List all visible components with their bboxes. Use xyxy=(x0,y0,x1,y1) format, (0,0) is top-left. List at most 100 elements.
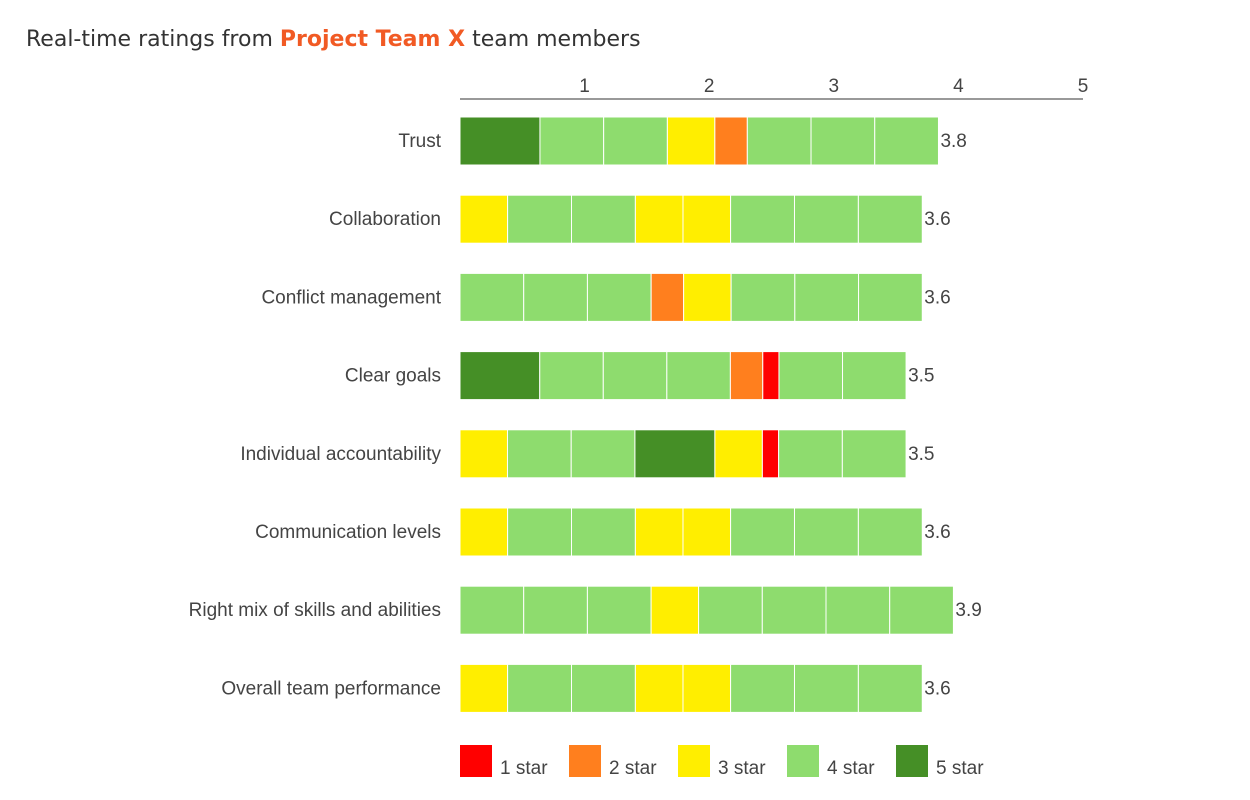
bar-segment-3-star xyxy=(459,429,508,479)
bar-segment-4-star xyxy=(825,585,891,635)
bar-segment-5-star xyxy=(459,116,541,166)
category-label: Right mix of skills and abilities xyxy=(189,600,441,621)
bar-segment-4-star xyxy=(793,194,859,244)
bar-segment-3-star xyxy=(666,116,716,166)
legend-label: 4 star xyxy=(827,758,875,779)
category-label: Individual accountability xyxy=(240,444,441,465)
legend-swatch-3-star xyxy=(678,745,710,777)
bar-segment-3-star xyxy=(683,272,732,322)
bar-segment-4-star xyxy=(842,351,907,401)
bar-segment-4-star xyxy=(523,585,588,635)
bar-segment-4-star xyxy=(570,429,636,479)
x-tick-label: 4 xyxy=(953,76,964,97)
bar-segment-2-star xyxy=(714,116,748,166)
bar-segment-2-star xyxy=(650,272,685,322)
title-suffix: team members xyxy=(472,27,641,52)
bar-segment-4-star xyxy=(730,272,796,322)
bar-segment-4-star xyxy=(507,194,572,244)
legend-label: 2 star xyxy=(609,758,657,779)
bar-segment-4-star xyxy=(746,116,812,166)
bar-segment-4-star xyxy=(666,351,731,401)
category-label: Conflict management xyxy=(261,287,441,308)
title-prefix: Real-time ratings from xyxy=(26,27,273,52)
bar-segment-5-star xyxy=(634,429,716,479)
bar-segment-4-star xyxy=(539,351,604,401)
bar-segment-3-star xyxy=(682,194,732,244)
bar-segment-3-star xyxy=(650,585,700,635)
x-tick-label: 3 xyxy=(829,76,840,97)
bar-segment-4-star xyxy=(602,351,668,401)
bar-segment-3-star xyxy=(634,663,684,713)
score-label: 3.6 xyxy=(924,209,950,230)
bar-segment-4-star xyxy=(730,663,795,713)
bar-segment-4-star xyxy=(586,272,652,322)
legend-label: 5 star xyxy=(936,758,984,779)
bar-segment-3-star xyxy=(459,194,509,244)
bar-segment-4-star xyxy=(778,351,844,401)
bar-segment-3-star xyxy=(634,194,684,244)
bar-segment-4-star xyxy=(761,585,827,635)
bar-segment-1-star xyxy=(761,429,780,479)
title-team-name: Project Team X xyxy=(279,27,466,52)
bar-segment-4-star xyxy=(459,272,525,322)
bar-segment-3-star xyxy=(682,507,732,557)
bar-segment-5-star xyxy=(459,351,541,401)
score-label: 3.9 xyxy=(955,600,981,621)
bar-segment-4-star xyxy=(874,116,939,166)
bar-segment-3-star xyxy=(682,663,732,713)
category-label: Communication levels xyxy=(255,522,441,543)
score-label: 3.6 xyxy=(924,287,950,308)
score-label: 3.5 xyxy=(908,366,934,387)
legend-swatch-1-star xyxy=(460,745,492,777)
bar-segment-4-star xyxy=(507,663,572,713)
bar-segment-4-star xyxy=(889,585,954,635)
legend-swatch-2-star xyxy=(569,745,601,777)
bar-segment-4-star xyxy=(857,194,923,244)
score-label: 3.8 xyxy=(940,131,966,152)
bar-segment-4-star xyxy=(539,116,605,166)
bar-segment-4-star xyxy=(857,507,923,557)
bar-segment-4-star xyxy=(793,663,859,713)
bar-segment-4-star xyxy=(794,272,860,322)
bar-segment-4-star xyxy=(778,429,843,479)
bar-segment-3-star xyxy=(634,507,684,557)
legend-label: 1 star xyxy=(500,758,548,779)
bar-segment-4-star xyxy=(698,585,763,635)
bar-segment-4-star xyxy=(603,116,668,166)
bar-segment-4-star xyxy=(810,116,876,166)
x-tick-label: 1 xyxy=(579,76,590,97)
category-label: Trust xyxy=(398,131,441,152)
bar-segment-1-star xyxy=(762,351,780,401)
bar-segment-3-star xyxy=(459,507,509,557)
bar-segment-4-star xyxy=(586,585,652,635)
bar-segment-4-star xyxy=(793,507,859,557)
legend-label: 3 star xyxy=(718,758,766,779)
bar-segment-4-star xyxy=(570,507,636,557)
bar-segment-4-star xyxy=(506,429,572,479)
bar-segment-3-star xyxy=(459,663,509,713)
score-label: 3.5 xyxy=(908,444,934,465)
category-label: Overall team performance xyxy=(221,678,441,699)
bar-segment-4-star xyxy=(459,585,525,635)
x-tick-label: 5 xyxy=(1078,76,1089,97)
bar-segment-4-star xyxy=(507,507,572,557)
bar-segment-4-star xyxy=(730,507,795,557)
score-label: 3.6 xyxy=(924,678,950,699)
bar-segment-4-star xyxy=(570,663,636,713)
chart-title: Real-time ratings from Project Team X te… xyxy=(26,27,641,52)
x-tick-label: 2 xyxy=(704,76,715,97)
bar-segment-4-star xyxy=(858,272,923,322)
legend-swatch-4-star xyxy=(787,745,819,777)
legend-swatch-5-star xyxy=(896,745,928,777)
score-label: 3.6 xyxy=(924,522,950,543)
bar-segment-4-star xyxy=(841,429,907,479)
bar-segment-4-star xyxy=(570,194,636,244)
bar-segment-4-star xyxy=(523,272,588,322)
bar-segment-4-star xyxy=(730,194,795,244)
bar-segment-3-star xyxy=(714,429,763,479)
category-label: Clear goals xyxy=(345,366,441,387)
bar-segment-4-star xyxy=(857,663,923,713)
bar-segment-2-star xyxy=(729,351,764,401)
category-label: Collaboration xyxy=(329,209,441,230)
